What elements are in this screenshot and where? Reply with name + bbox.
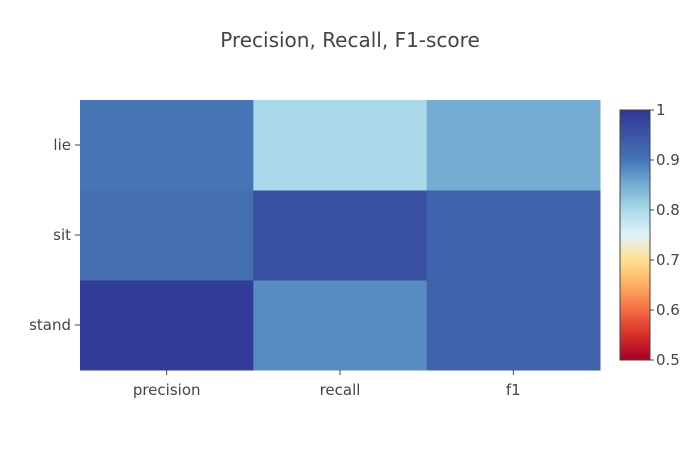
heatmap-cell-lie-recall (253, 100, 428, 191)
colorbar-tick-label: 0.8 (656, 201, 680, 219)
x-tick-label-precision: precision (133, 381, 201, 399)
x-tick-label-f1: f1 (506, 381, 521, 399)
y-tick-label-stand: stand (29, 316, 71, 334)
y-tick-label-lie: lie (53, 136, 71, 154)
heatmap-cell-stand-precision (80, 280, 254, 371)
colorbar-tick-label: 0.7 (656, 251, 680, 269)
heatmap-cell-stand-f1 (426, 280, 601, 371)
y-axis: stand sit lie (29, 136, 80, 334)
heatmap-cell-stand-recall (253, 280, 428, 371)
x-axis: precision recall f1 (133, 370, 521, 399)
colorbar-gradient (619, 109, 651, 361)
heatmap-cell-sit-recall (253, 190, 428, 281)
y-tick-label-sit: sit (53, 226, 71, 244)
colorbar: 0.5 0.6 0.7 0.8 0.9 1 (619, 101, 680, 369)
chart-title: Precision, Recall, F1-score (220, 28, 480, 52)
heatmap-cells (80, 100, 601, 371)
heatmap-cell-sit-f1 (426, 190, 601, 281)
colorbar-tick-label: 1 (656, 101, 666, 119)
colorbar-tick-label: 0.5 (656, 351, 680, 369)
heatmap-cell-lie-f1 (426, 100, 601, 191)
heatmap-cell-sit-precision (80, 190, 254, 281)
colorbar-tick-label: 0.9 (656, 151, 680, 169)
x-tick-label-recall: recall (320, 381, 361, 399)
colorbar-tick-label: 0.6 (656, 301, 680, 319)
heatmap-cell-lie-precision (80, 100, 254, 191)
